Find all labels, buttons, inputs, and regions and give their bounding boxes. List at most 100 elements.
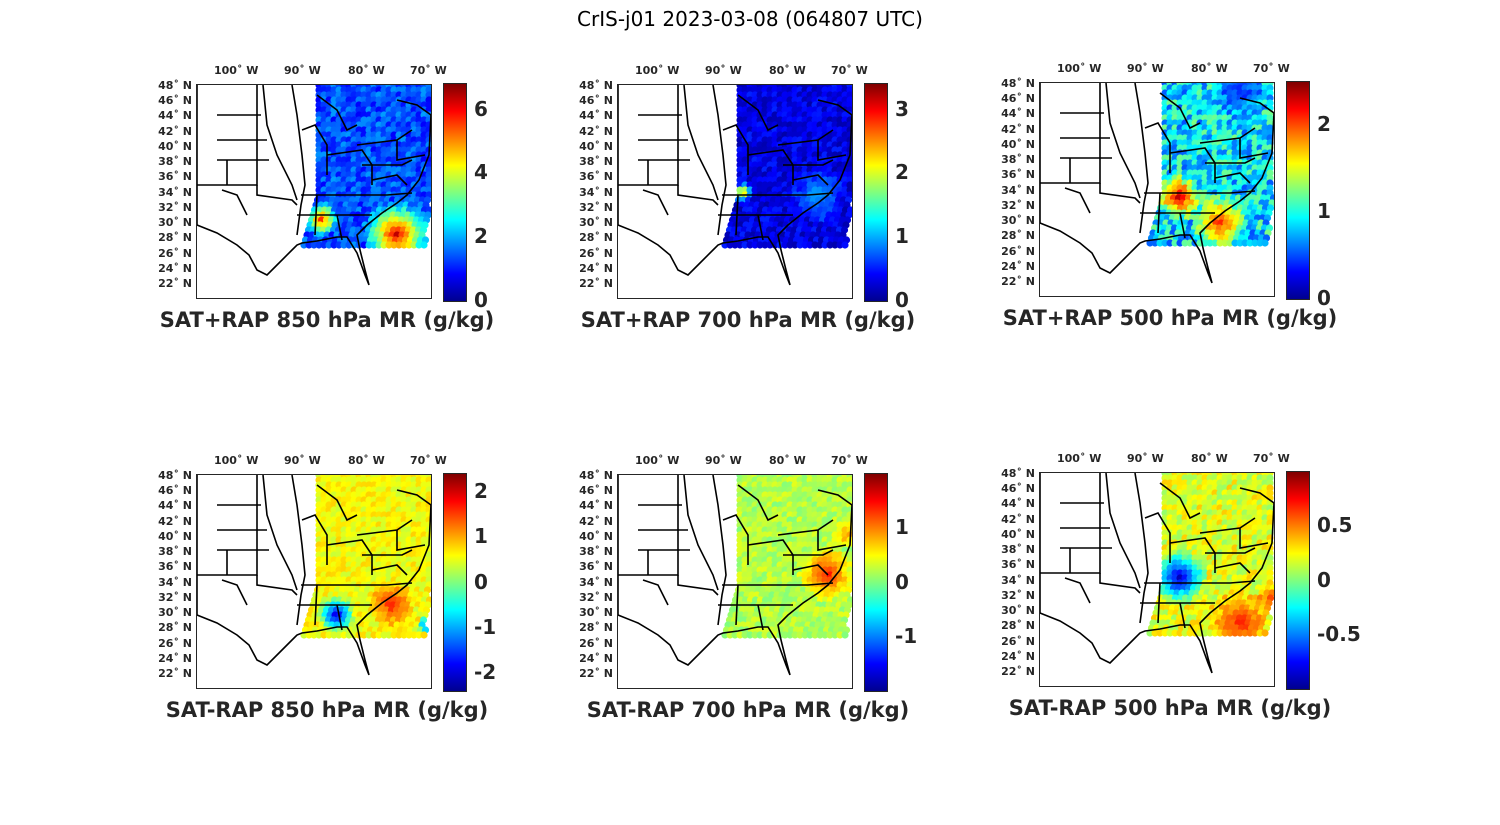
swath-dot xyxy=(410,496,418,504)
swath-dot xyxy=(1206,499,1214,507)
swath-dot xyxy=(420,511,428,519)
swath-dot xyxy=(405,141,413,149)
swath-dot xyxy=(370,491,378,499)
swath-dot xyxy=(1171,164,1179,172)
swath-dot xyxy=(781,521,789,529)
swath-dot xyxy=(1246,539,1254,547)
swath-dot xyxy=(801,491,809,499)
swath-dot xyxy=(345,561,353,569)
swath-dot xyxy=(766,151,774,159)
swath-dot xyxy=(1231,489,1239,497)
swath-dot xyxy=(746,186,754,194)
swath-dot xyxy=(1231,184,1239,192)
lat-label: 38˚ N xyxy=(579,155,613,169)
swath-dot xyxy=(1231,129,1239,137)
swath-dot xyxy=(415,516,423,524)
swath-dot xyxy=(786,481,794,489)
swath-dot xyxy=(415,481,423,489)
swath-dot xyxy=(355,486,363,494)
map-panel-700-diff: 100˚ W 90˚ W 80˚ W 70˚ W 48˚ N 46˚ N 44˚ N 42˚ … xyxy=(563,450,923,750)
swath-dot xyxy=(330,131,338,139)
lat-label: 34˚ N xyxy=(158,185,192,199)
swath-dot xyxy=(1191,479,1199,487)
swath-dot xyxy=(736,476,744,484)
swath-dot xyxy=(1206,574,1214,582)
swath-dot xyxy=(1186,494,1194,502)
swath-dot xyxy=(781,146,789,154)
swath-dot xyxy=(315,501,323,509)
swath-dot xyxy=(831,146,839,154)
swath-dot xyxy=(1221,484,1229,492)
swath-dot xyxy=(375,521,383,529)
swath-dot xyxy=(350,521,358,529)
swath-dot xyxy=(1171,239,1179,247)
swath-dot xyxy=(816,501,824,509)
swath-dot xyxy=(766,491,774,499)
swath-dot xyxy=(821,476,829,484)
swath-dot xyxy=(741,121,749,129)
swath-dot xyxy=(1191,149,1199,157)
swath-dot xyxy=(360,496,368,504)
swath-dot xyxy=(1216,179,1224,187)
swath-dot xyxy=(761,486,769,494)
swath-dot xyxy=(415,486,423,494)
swath-dot xyxy=(1266,94,1274,102)
swath-dot xyxy=(1226,539,1234,547)
swath-dot xyxy=(335,171,343,179)
swath-dot xyxy=(1191,174,1199,182)
swath-dot xyxy=(330,556,338,564)
map-area xyxy=(617,84,853,299)
state-border xyxy=(371,564,408,576)
state-border xyxy=(757,604,764,631)
swath-dot xyxy=(330,546,338,554)
swath-dot xyxy=(756,516,764,524)
swath-dot xyxy=(1211,149,1219,157)
swath-dot xyxy=(335,176,343,184)
swath-dot xyxy=(836,131,844,139)
swath-dot xyxy=(796,101,804,109)
swath-dot xyxy=(1176,94,1184,102)
swath-dot xyxy=(841,111,849,119)
swath-dot xyxy=(1181,164,1189,172)
swath-dot xyxy=(340,496,348,504)
swath-dot xyxy=(320,101,328,109)
lat-label: 48˚ N xyxy=(1001,467,1035,480)
colorbar-tick-label: 6 xyxy=(474,96,488,121)
swath-dot xyxy=(315,566,323,574)
swath-dot xyxy=(816,116,824,124)
swath-dot xyxy=(731,241,739,249)
swath-dot xyxy=(836,631,844,639)
swath-dot xyxy=(791,96,799,104)
swath-dot xyxy=(360,111,368,119)
state-border xyxy=(314,194,318,236)
swath-dot xyxy=(370,541,378,549)
colorbar xyxy=(864,83,888,302)
swath-dot xyxy=(1221,89,1229,97)
swath-dot xyxy=(330,476,338,484)
swath-dot xyxy=(1246,174,1254,182)
swath-dot xyxy=(415,531,423,539)
swath-dot xyxy=(1251,529,1259,537)
swath-dot xyxy=(736,631,744,639)
swath-dot xyxy=(766,546,774,554)
swath-dot xyxy=(1216,124,1224,132)
swath-dot xyxy=(811,516,819,524)
swath-dot xyxy=(400,576,408,584)
swath-dot xyxy=(315,186,323,194)
lat-label: 22˚ N xyxy=(1001,275,1035,288)
swath-dot xyxy=(1196,544,1204,552)
state-border xyxy=(1239,138,1269,159)
swath-dot xyxy=(826,186,834,194)
lat-label: 22˚ N xyxy=(579,667,613,680)
swath-dot xyxy=(756,241,764,249)
swath-dot xyxy=(761,561,769,569)
swath-dot xyxy=(395,491,403,499)
swath-dot xyxy=(826,571,834,579)
swath-dot xyxy=(1221,504,1229,512)
swath-dot xyxy=(746,511,754,519)
swath-dot xyxy=(345,141,353,149)
swath-dot xyxy=(340,186,348,194)
swath-dot xyxy=(360,121,368,129)
swath-dot xyxy=(821,531,829,539)
swath-dot xyxy=(756,161,764,169)
